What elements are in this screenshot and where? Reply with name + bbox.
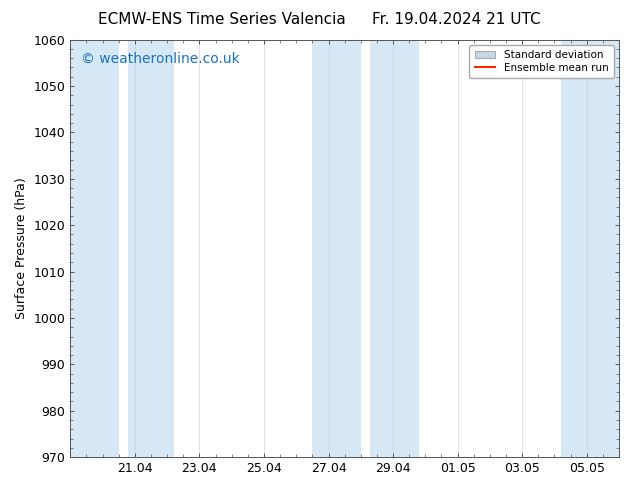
- Text: ECMW-ENS Time Series Valencia: ECMW-ENS Time Series Valencia: [98, 12, 346, 27]
- Text: Fr. 19.04.2024 21 UTC: Fr. 19.04.2024 21 UTC: [372, 12, 541, 27]
- Bar: [561, 40, 619, 457]
- Bar: [313, 40, 361, 457]
- Text: © weatheronline.co.uk: © weatheronline.co.uk: [81, 52, 240, 66]
- Bar: [129, 40, 174, 457]
- Y-axis label: Surface Pressure (hPa): Surface Pressure (hPa): [15, 177, 28, 319]
- Legend: Standard deviation, Ensemble mean run: Standard deviation, Ensemble mean run: [469, 45, 614, 78]
- Bar: [370, 40, 419, 457]
- Bar: [70, 40, 119, 457]
